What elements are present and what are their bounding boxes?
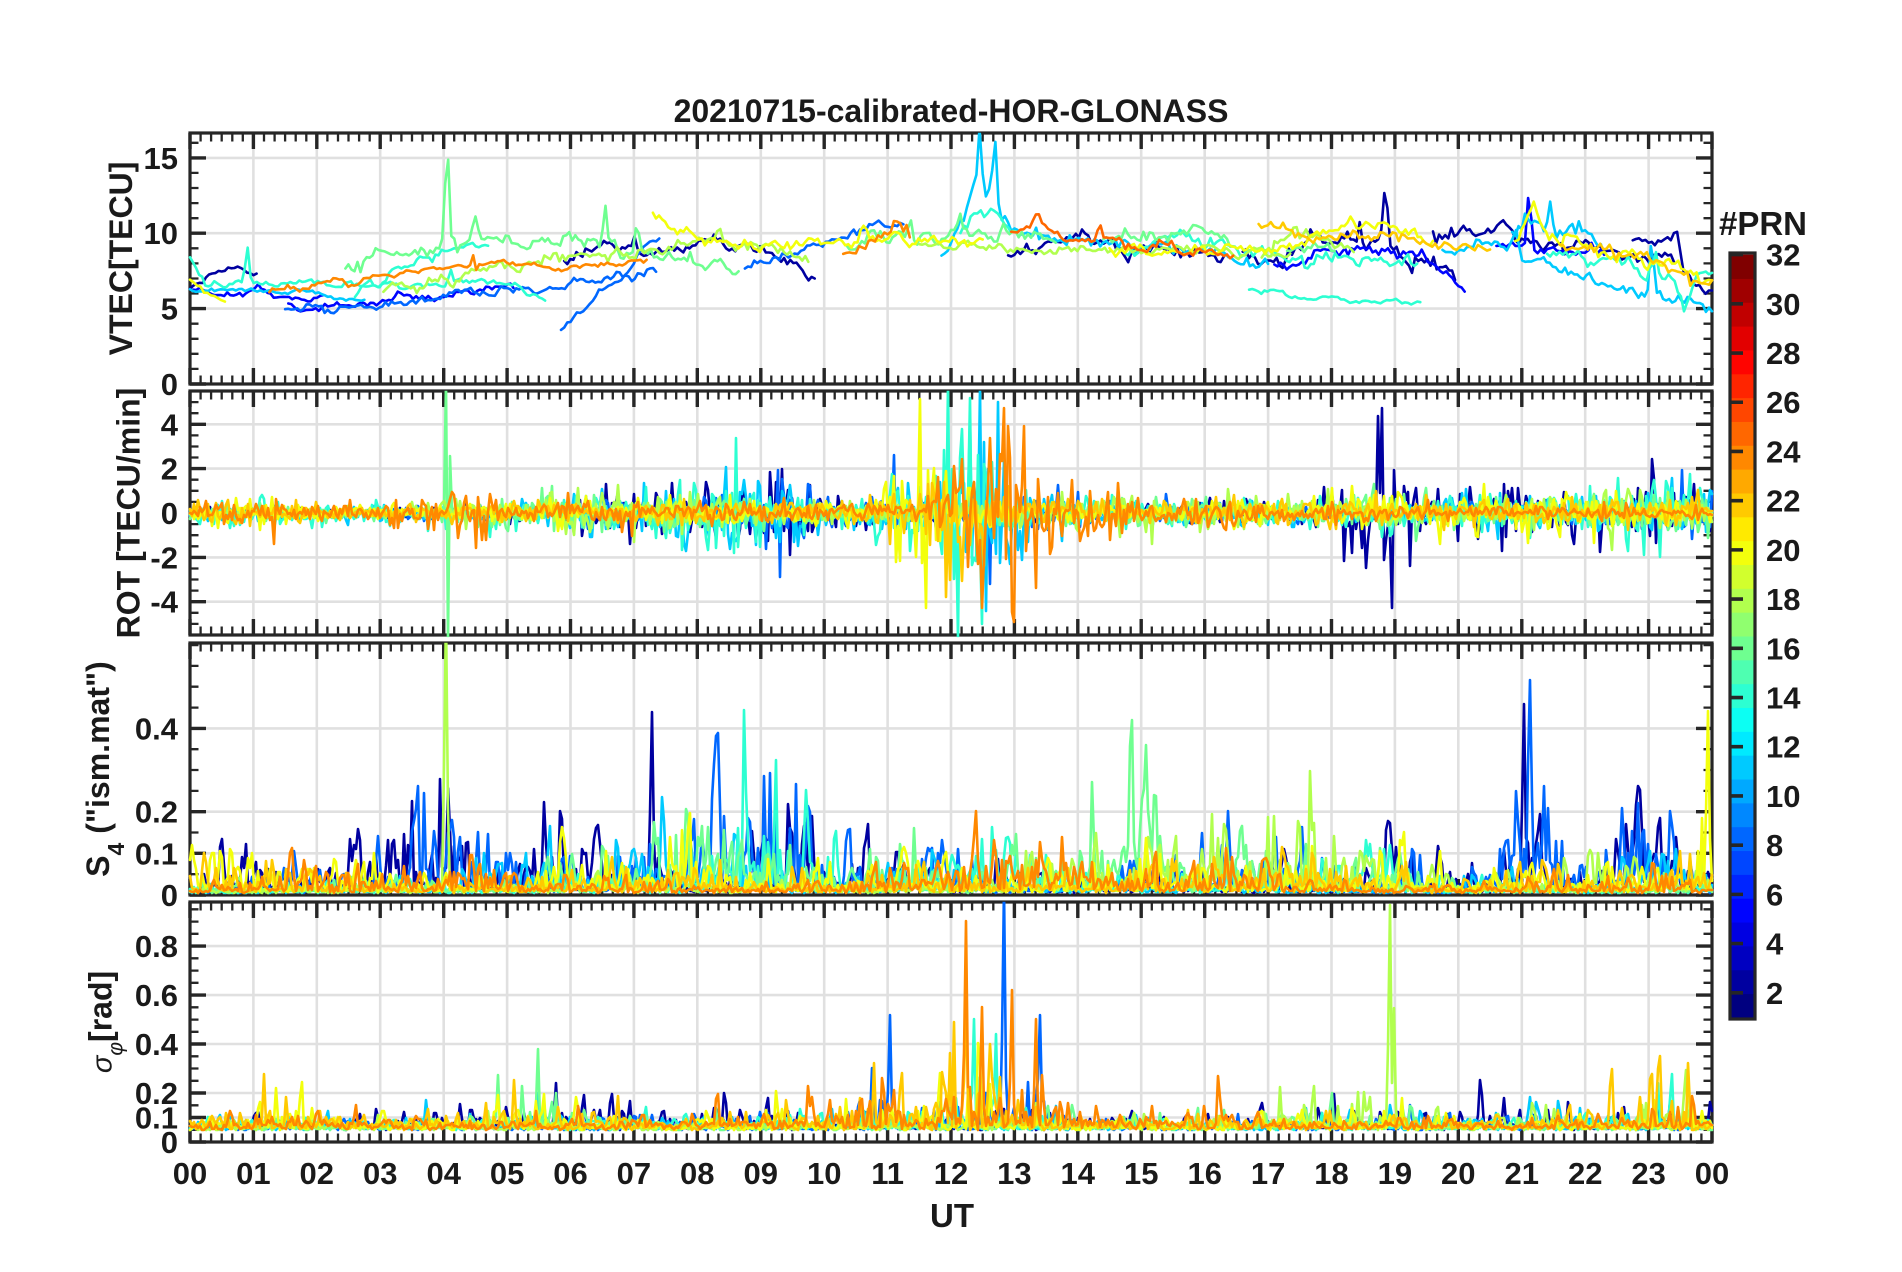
svg-text:22: 22 <box>1568 1156 1602 1191</box>
svg-text:20210715-calibrated-HOR-GLONAS: 20210715-calibrated-HOR-GLONASS <box>674 93 1229 129</box>
svg-text:0.1: 0.1 <box>135 836 178 871</box>
svg-text:00: 00 <box>1695 1156 1729 1191</box>
svg-text:03: 03 <box>363 1156 397 1191</box>
svg-text:0.8: 0.8 <box>135 929 178 964</box>
svg-text:20: 20 <box>1766 533 1800 568</box>
svg-text:21: 21 <box>1505 1156 1539 1191</box>
svg-text:16: 16 <box>1187 1156 1221 1191</box>
svg-text:28: 28 <box>1766 336 1800 371</box>
svg-text:12: 12 <box>1766 730 1800 765</box>
svg-text:05: 05 <box>490 1156 524 1191</box>
svg-text:0: 0 <box>161 878 178 913</box>
svg-text:24: 24 <box>1766 435 1801 470</box>
svg-text:0: 0 <box>161 496 178 531</box>
svg-text:26: 26 <box>1766 385 1800 420</box>
svg-text:-2: -2 <box>150 540 178 575</box>
svg-text:18: 18 <box>1766 582 1800 617</box>
svg-text:14: 14 <box>1766 681 1801 716</box>
svg-text:0: 0 <box>161 367 178 402</box>
svg-text:20: 20 <box>1441 1156 1475 1191</box>
svg-text:00: 00 <box>173 1156 207 1191</box>
svg-text:0.2: 0.2 <box>135 1076 178 1111</box>
svg-text:15: 15 <box>1124 1156 1158 1191</box>
svg-text:0: 0 <box>161 1125 178 1160</box>
svg-text:ROT [TECU/min]: ROT [TECU/min] <box>111 388 147 639</box>
svg-text:6: 6 <box>1766 877 1783 912</box>
svg-text:0.2: 0.2 <box>135 795 178 830</box>
svg-text:VTEC[TECU]: VTEC[TECU] <box>103 162 139 356</box>
svg-text:17: 17 <box>1251 1156 1285 1191</box>
svg-text:08: 08 <box>680 1156 714 1191</box>
svg-text:10: 10 <box>144 216 178 251</box>
svg-text:2: 2 <box>1766 976 1783 1011</box>
svg-text:0.4: 0.4 <box>135 711 179 746</box>
svg-text:12: 12 <box>934 1156 968 1191</box>
svg-text:09: 09 <box>744 1156 778 1191</box>
svg-text:0.6: 0.6 <box>135 978 178 1013</box>
svg-text:22: 22 <box>1766 484 1800 519</box>
svg-text:8: 8 <box>1766 828 1783 863</box>
svg-text:23: 23 <box>1631 1156 1665 1191</box>
svg-text:σφ[rad]: σφ[rad] <box>83 971 128 1073</box>
svg-text:10: 10 <box>807 1156 841 1191</box>
svg-text:0.4: 0.4 <box>135 1027 179 1062</box>
svg-text:01: 01 <box>236 1156 270 1191</box>
svg-text:30: 30 <box>1766 287 1800 322</box>
svg-text:11: 11 <box>871 1156 904 1191</box>
svg-text:4: 4 <box>1766 927 1784 962</box>
svg-text:14: 14 <box>1061 1156 1096 1191</box>
svg-text:10: 10 <box>1766 779 1800 814</box>
svg-text:32: 32 <box>1766 238 1800 273</box>
svg-text:5: 5 <box>161 292 178 327</box>
svg-text:-4: -4 <box>150 585 178 620</box>
svg-text:4: 4 <box>161 407 179 442</box>
svg-text:2: 2 <box>161 452 178 487</box>
svg-text:02: 02 <box>300 1156 334 1191</box>
svg-text:19: 19 <box>1378 1156 1412 1191</box>
svg-text:04: 04 <box>426 1156 461 1191</box>
svg-text:0.1: 0.1 <box>135 1101 178 1136</box>
svg-text:#PRN: #PRN <box>1719 205 1807 242</box>
svg-text:18: 18 <box>1314 1156 1348 1191</box>
svg-text:07: 07 <box>617 1156 651 1191</box>
svg-text:15: 15 <box>144 141 178 176</box>
svg-text:13: 13 <box>997 1156 1031 1191</box>
svg-text:UT: UT <box>930 1197 974 1234</box>
svg-text:06: 06 <box>553 1156 587 1191</box>
svg-text:16: 16 <box>1766 631 1800 666</box>
